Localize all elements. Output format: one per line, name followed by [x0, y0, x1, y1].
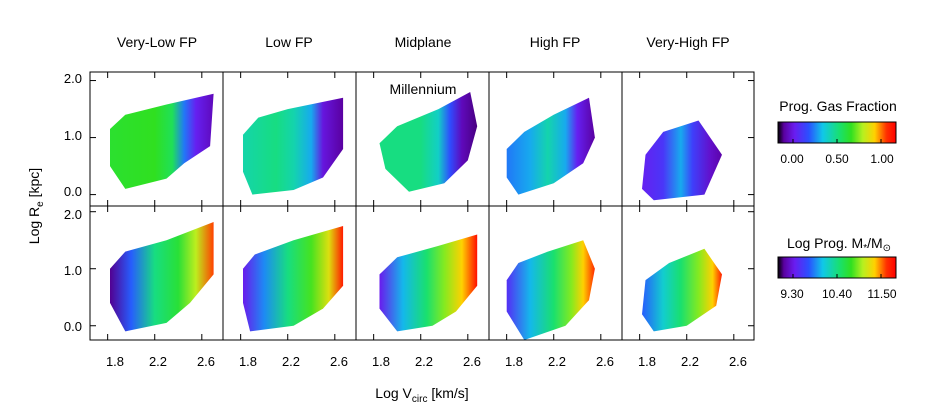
x-tick-label-p2-1.8: 1.8: [239, 354, 257, 369]
heatmap-region-row1-panel1: [110, 93, 214, 189]
x-tick-label-p5-2.2: 2.2: [681, 354, 699, 369]
colorbar-gas-title: Prog. Gas Fraction: [779, 98, 897, 114]
y-tick-label-row2-1.0: 1.0: [64, 263, 82, 278]
panel-title-very-low-fp: Very-Low FP: [117, 34, 197, 50]
colorbar-mass-title-sun: ⊙: [883, 243, 891, 254]
y-axis-label: Log Re [kpc]: [26, 168, 46, 244]
y-tick-label-row2-2.0: 2.0: [64, 207, 82, 222]
ticks-layer: [90, 72, 754, 340]
x-tick-label-p2-2.6: 2.6: [330, 354, 348, 369]
y-tick-label-row1-0.0: 0.0: [64, 184, 82, 199]
heatmap-region-row2-panel3: [379, 234, 478, 332]
x-tick-label-p3-1.8: 1.8: [372, 354, 390, 369]
colorbar-mass-title-main: Log Prog. M: [787, 235, 863, 251]
heatmap-region-row2-panel5: [642, 248, 722, 332]
panel-title-very-high-fp: Very-High FP: [646, 34, 729, 50]
x-tick-label-p2-2.2: 2.2: [282, 354, 300, 369]
colorbar-mass-tick-label-1: 10.40: [822, 287, 852, 301]
x-tick-label-p3-2.6: 2.6: [463, 354, 481, 369]
heatmap-region-row1-panel2: [243, 97, 344, 195]
colorbar-mass-gradient: [778, 257, 896, 278]
x-tick-label-p3-2.2: 2.2: [415, 354, 433, 369]
colorbar-mass-tick-label-2: 11.50: [867, 287, 896, 301]
heatmap-region-row1-panel4: [506, 97, 595, 195]
y-axis-label-units: [kpc]: [26, 168, 42, 201]
colorbar-gas-tick-label-1: 0.50: [825, 152, 849, 166]
panels-layer: [110, 92, 722, 340]
x-tick-label-p1-1.8: 1.8: [106, 354, 124, 369]
panel-title-high-fp: High FP: [530, 34, 581, 50]
heatmap-region-row1-panel5: [642, 120, 722, 201]
colorbar-mass-title-sub: *: [863, 243, 867, 254]
x-tick-label-p1-2.6: 2.6: [197, 354, 215, 369]
x-tick-label-p1-2.2: 2.2: [149, 354, 167, 369]
y-tick-label-row1-2.0: 2.0: [64, 71, 82, 86]
y-axis-label-sub: e: [35, 201, 46, 207]
y-tick-label-row2-0.0: 0.0: [64, 319, 82, 334]
colorbar-mass-title-mid: /M: [867, 235, 883, 251]
x-axis-label-units: [km/s]: [427, 385, 468, 401]
x-tick-label-p4-2.6: 2.6: [596, 354, 614, 369]
colorbar-gas-tick-label-2: 1.00: [870, 152, 894, 166]
panel-title-midplane: Midplane: [395, 34, 452, 50]
x-axis-label-main: Log V: [375, 385, 412, 401]
millennium-annotation: Millennium: [390, 81, 457, 97]
x-axis-label-sub: circ: [412, 394, 428, 405]
x-axis-label: Log Vcirc [km/s]: [375, 385, 468, 405]
heatmap-region-row1-panel3: [379, 92, 478, 192]
colorbar-mass-tick-label-0: 9.30: [780, 287, 804, 301]
y-axis-label-main: Log R: [26, 207, 42, 244]
heatmap-region-row2-panel1: [110, 222, 214, 332]
x-tick-label-p5-2.6: 2.6: [729, 354, 747, 369]
heatmap-region-row2-panel2: [243, 226, 344, 332]
colorbar-gas-tick-label-0: 0.00: [780, 152, 804, 166]
colorbar-mass-title: Log Prog. M*/M⊙: [787, 235, 891, 254]
x-tick-label-p5-1.8: 1.8: [638, 354, 656, 369]
colorbar-gas-gradient: [778, 122, 896, 143]
x-tick-label-p4-1.8: 1.8: [505, 354, 523, 369]
panel-title-low-fp: Low FP: [265, 34, 312, 50]
heatmap-region-row2-panel4: [506, 240, 595, 340]
x-tick-label-p4-2.2: 2.2: [548, 354, 566, 369]
y-tick-label-row1-1.0: 1.0: [64, 128, 82, 143]
panel-frame: [89, 71, 755, 341]
